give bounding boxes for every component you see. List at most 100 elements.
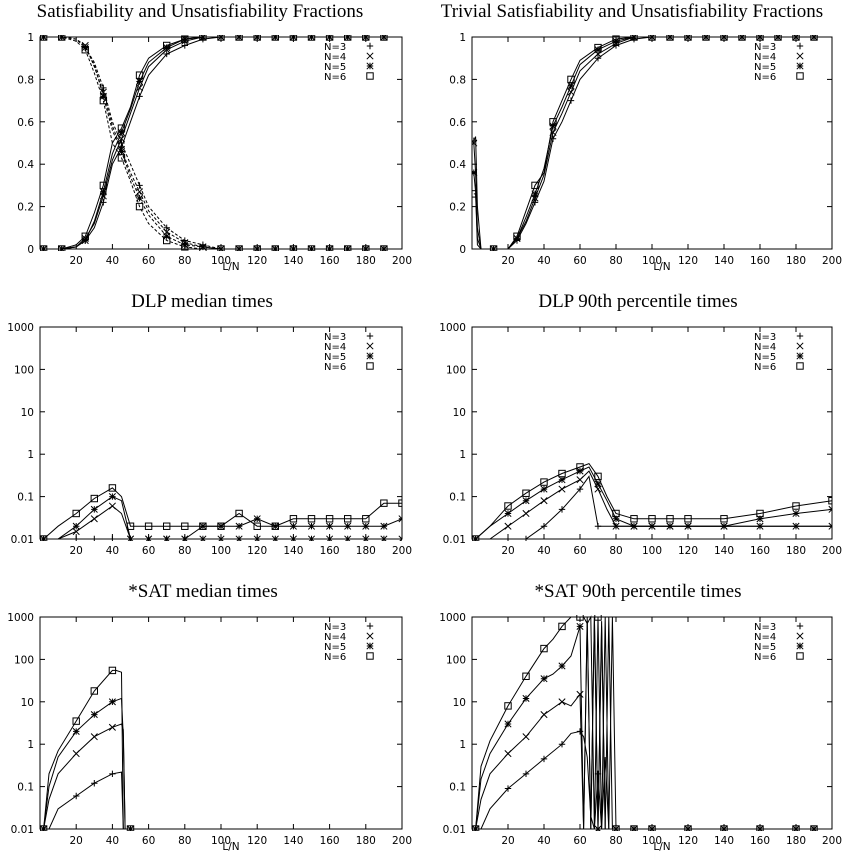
data-point bbox=[576, 615, 584, 621]
data-point bbox=[513, 232, 521, 240]
data-point bbox=[117, 154, 126, 162]
x-tick-label: 60 bbox=[573, 255, 586, 267]
data-point bbox=[549, 122, 557, 130]
data-point bbox=[307, 515, 316, 523]
data-point bbox=[594, 770, 602, 778]
data-point bbox=[163, 44, 171, 52]
data-point bbox=[40, 825, 48, 831]
data-point bbox=[756, 509, 764, 518]
data-point bbox=[630, 825, 638, 831]
data-point bbox=[540, 485, 548, 493]
data-point bbox=[271, 245, 280, 251]
data-point bbox=[58, 35, 66, 41]
data-point bbox=[531, 190, 539, 198]
legend-marker bbox=[366, 42, 374, 50]
data-point bbox=[576, 476, 584, 484]
data-point bbox=[72, 727, 80, 735]
data-point bbox=[504, 522, 512, 530]
data-point bbox=[109, 770, 116, 778]
data-point bbox=[362, 535, 370, 541]
y-tick-label: 0.6 bbox=[17, 117, 34, 129]
data-point bbox=[756, 515, 764, 523]
x-tick-label: 200 bbox=[822, 835, 842, 847]
x-tick-label: 20 bbox=[70, 255, 83, 267]
data-point bbox=[108, 666, 117, 675]
data-point bbox=[235, 509, 243, 518]
data-point bbox=[135, 71, 144, 79]
data-point bbox=[40, 245, 48, 251]
data-point bbox=[576, 485, 584, 493]
data-point bbox=[99, 92, 107, 100]
x-tick-label: 120 bbox=[678, 545, 698, 557]
data-point bbox=[594, 480, 602, 488]
data-point bbox=[344, 515, 352, 523]
y-tick-label: 10 bbox=[453, 697, 466, 709]
legend-marker bbox=[366, 342, 374, 350]
series-line bbox=[43, 487, 402, 540]
data-point bbox=[558, 485, 566, 493]
x-tick-label: 180 bbox=[786, 255, 806, 267]
plot-frame bbox=[39, 616, 403, 830]
data-point bbox=[522, 770, 530, 778]
data-point bbox=[558, 469, 566, 478]
data-point bbox=[612, 35, 620, 43]
data-point bbox=[199, 35, 207, 41]
data-point bbox=[594, 472, 602, 481]
x-tick-label: 140 bbox=[283, 835, 303, 847]
legend-label: N=3 bbox=[324, 332, 346, 343]
data-point bbox=[792, 825, 800, 831]
data-point bbox=[325, 35, 334, 41]
data-point bbox=[181, 42, 188, 49]
data-point bbox=[774, 35, 782, 41]
y-tick-label: 10 bbox=[21, 407, 34, 419]
data-point bbox=[40, 35, 48, 41]
series-line bbox=[475, 475, 832, 540]
data-point bbox=[702, 35, 710, 41]
data-point bbox=[504, 535, 512, 541]
data-point bbox=[380, 245, 388, 251]
legend-label: N=6 bbox=[754, 652, 776, 663]
legend-marker bbox=[366, 352, 374, 360]
x-tick-label: 20 bbox=[70, 545, 83, 557]
data-point bbox=[163, 224, 170, 231]
series-N=6 bbox=[472, 462, 832, 541]
data-point bbox=[344, 245, 352, 251]
data-point bbox=[325, 515, 334, 523]
series-line bbox=[43, 697, 131, 830]
data-point bbox=[108, 484, 117, 492]
data-point bbox=[558, 622, 566, 631]
data-point bbox=[135, 202, 144, 211]
x-tick-label: 160 bbox=[750, 835, 770, 847]
data-point bbox=[126, 535, 135, 541]
data-point bbox=[472, 535, 480, 541]
series-N=6 bbox=[40, 35, 388, 251]
data-point bbox=[181, 243, 189, 251]
x-tick-label: 180 bbox=[786, 545, 806, 557]
chart-title: *SAT median times bbox=[128, 581, 278, 602]
data-point bbox=[108, 723, 116, 731]
series-N=4 bbox=[472, 470, 832, 541]
legend-label: N=5 bbox=[324, 352, 346, 363]
data-point bbox=[648, 825, 656, 831]
x-tick-label: 160 bbox=[750, 255, 770, 267]
data-point bbox=[792, 509, 800, 518]
y-tick-label: 0.1 bbox=[17, 782, 34, 794]
legend-marker bbox=[366, 332, 374, 340]
data-point bbox=[594, 523, 602, 530]
data-point bbox=[72, 750, 80, 758]
data-point bbox=[289, 535, 297, 541]
data-point bbox=[576, 463, 584, 471]
legend-label: N=5 bbox=[324, 642, 346, 653]
data-point bbox=[630, 515, 638, 523]
data-point bbox=[144, 522, 153, 530]
y-tick-label: 0.01 bbox=[443, 824, 466, 836]
series-line bbox=[43, 505, 402, 540]
series-line bbox=[43, 496, 402, 540]
data-point bbox=[163, 535, 171, 541]
y-tick-label: 1 bbox=[27, 739, 34, 751]
legend: N=3N=4N=5N=6 bbox=[754, 42, 804, 83]
data-point bbox=[558, 506, 566, 513]
y-tick-label: 100 bbox=[14, 654, 34, 666]
chart-panel-3: DLP median times 20 40 60 80 100 120 140 160 180 2… bbox=[7, 291, 412, 557]
